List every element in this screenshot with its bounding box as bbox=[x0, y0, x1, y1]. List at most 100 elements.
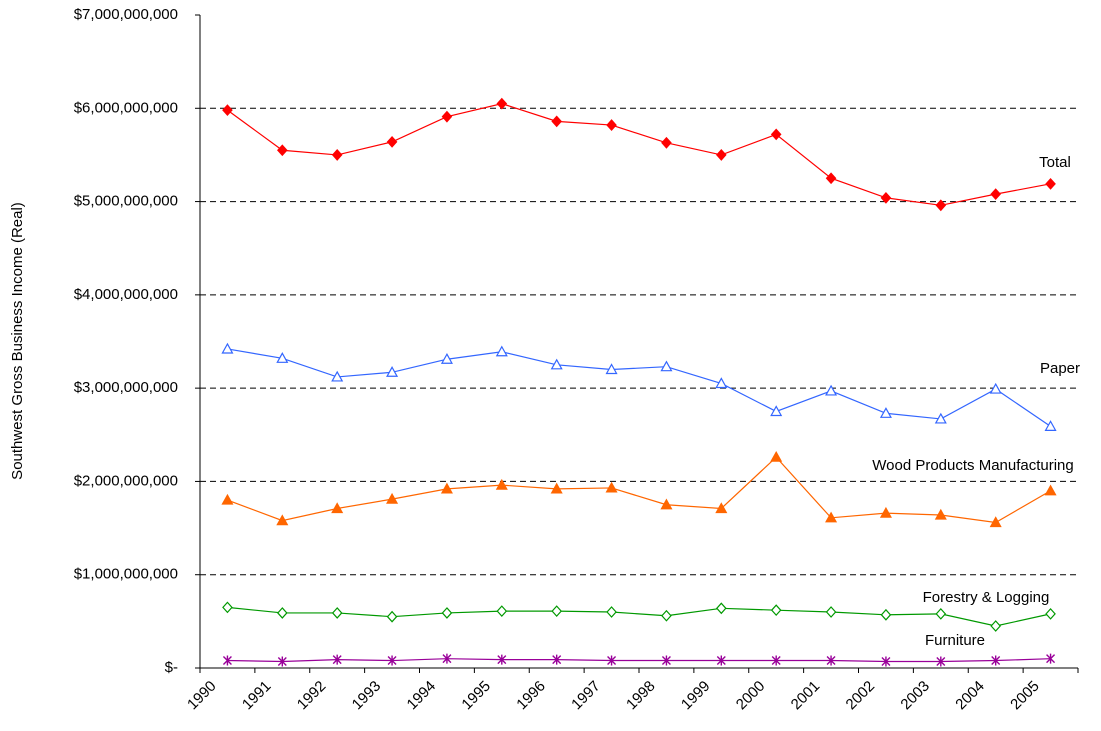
marker bbox=[331, 370, 344, 382]
x-tick-label: 1994 bbox=[404, 678, 440, 714]
marker bbox=[716, 602, 727, 615]
marker bbox=[386, 135, 398, 148]
marker bbox=[825, 384, 838, 396]
series-label: Wood Products Manufacturing bbox=[872, 457, 1074, 474]
marker bbox=[277, 656, 287, 667]
marker bbox=[276, 352, 289, 363]
marker bbox=[879, 506, 892, 518]
x-tick-label: 2003 bbox=[897, 678, 933, 714]
marker bbox=[770, 604, 782, 617]
x-tick-label: 1996 bbox=[513, 678, 549, 714]
x-tick-label: 1992 bbox=[294, 678, 330, 714]
marker bbox=[660, 498, 673, 510]
marker bbox=[221, 493, 234, 505]
marker bbox=[660, 360, 673, 372]
marker bbox=[771, 655, 781, 666]
marker bbox=[770, 405, 783, 417]
marker bbox=[331, 607, 343, 619]
y-tick-label: $- bbox=[165, 659, 178, 676]
marker bbox=[935, 199, 947, 212]
y-tick-label: $1,000,000,000 bbox=[74, 566, 178, 583]
y-axis-label: Southwest Gross Business Income (Real) bbox=[9, 202, 26, 480]
y-tick-label: $2,000,000,000 bbox=[74, 472, 178, 489]
series-label: Furniture bbox=[925, 632, 985, 649]
x-tick-label: 2000 bbox=[733, 678, 769, 714]
marker bbox=[441, 110, 453, 123]
marker bbox=[495, 345, 508, 357]
x-tick-label: 1997 bbox=[568, 678, 604, 714]
series-line bbox=[227, 606, 1051, 627]
marker bbox=[332, 654, 342, 665]
marker bbox=[715, 502, 728, 514]
x-tick-label: 1991 bbox=[239, 678, 275, 714]
marker bbox=[386, 492, 399, 504]
marker bbox=[440, 352, 453, 364]
y-tick-label: $7,000,000,000 bbox=[74, 6, 178, 23]
series-line bbox=[227, 658, 1051, 663]
marker bbox=[607, 655, 617, 666]
marker bbox=[552, 654, 562, 665]
marker bbox=[495, 478, 508, 490]
marker bbox=[276, 514, 289, 526]
marker bbox=[880, 191, 892, 204]
marker bbox=[990, 188, 1001, 201]
marker bbox=[770, 128, 782, 141]
marker bbox=[605, 481, 618, 493]
marker bbox=[1044, 420, 1057, 431]
marker bbox=[661, 136, 672, 149]
series-line bbox=[227, 348, 1051, 427]
marker bbox=[277, 144, 288, 157]
marker bbox=[442, 653, 452, 664]
x-tick-label: 2004 bbox=[952, 678, 988, 714]
marker bbox=[222, 601, 233, 614]
marker bbox=[221, 342, 234, 354]
marker bbox=[879, 407, 892, 418]
marker bbox=[1045, 607, 1056, 620]
marker bbox=[716, 655, 726, 666]
x-tick-label: 1999 bbox=[678, 678, 714, 714]
marker bbox=[1044, 484, 1057, 496]
marker bbox=[497, 654, 507, 665]
series-label: Forestry & Logging bbox=[923, 589, 1050, 606]
marker bbox=[387, 655, 397, 666]
x-tick-label: 2001 bbox=[788, 678, 824, 714]
y-tick-label: $4,000,000,000 bbox=[74, 286, 178, 303]
marker bbox=[551, 605, 562, 617]
marker bbox=[550, 482, 563, 494]
marker bbox=[661, 609, 672, 622]
marker bbox=[934, 508, 947, 520]
marker bbox=[991, 655, 1001, 666]
marker bbox=[934, 412, 947, 424]
marker bbox=[440, 482, 453, 494]
marker bbox=[1045, 177, 1056, 190]
y-tick-label: $3,000,000,000 bbox=[74, 379, 178, 396]
marker bbox=[331, 149, 343, 161]
marker bbox=[990, 620, 1001, 632]
marker bbox=[551, 115, 562, 128]
marker bbox=[936, 656, 946, 667]
marker bbox=[222, 655, 232, 666]
marker bbox=[989, 382, 1002, 394]
marker bbox=[825, 511, 838, 523]
x-tick-label: 1993 bbox=[349, 678, 385, 714]
marker bbox=[770, 450, 783, 462]
marker bbox=[496, 605, 508, 617]
marker bbox=[331, 502, 344, 514]
marker bbox=[222, 104, 233, 117]
marker bbox=[386, 610, 398, 623]
marker bbox=[496, 97, 508, 110]
series-label: Paper bbox=[1040, 360, 1080, 377]
series-label: Total bbox=[1039, 154, 1071, 171]
marker bbox=[605, 363, 618, 375]
series-line bbox=[227, 102, 1051, 206]
x-tick-label: 2002 bbox=[843, 678, 879, 714]
marker bbox=[716, 149, 727, 161]
marker bbox=[661, 655, 671, 666]
marker bbox=[606, 119, 617, 131]
marker bbox=[715, 377, 728, 389]
marker bbox=[880, 608, 892, 621]
marker bbox=[1046, 653, 1056, 664]
x-tick-label: 1990 bbox=[184, 678, 220, 714]
marker bbox=[826, 655, 836, 666]
